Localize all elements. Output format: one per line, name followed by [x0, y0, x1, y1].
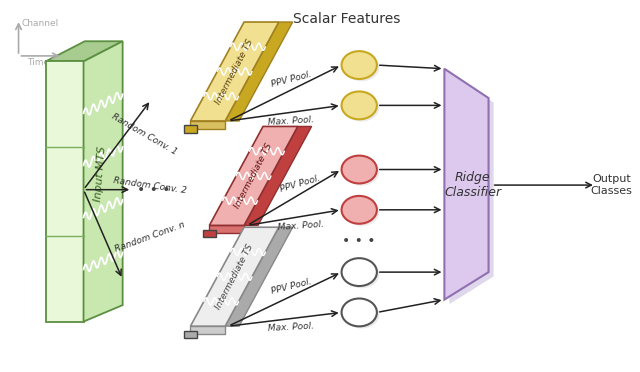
- Text: Channel: Channel: [22, 19, 59, 28]
- Polygon shape: [225, 22, 292, 121]
- Polygon shape: [191, 326, 225, 334]
- Polygon shape: [209, 126, 298, 225]
- Ellipse shape: [344, 94, 380, 122]
- Bar: [184, 125, 196, 133]
- Ellipse shape: [344, 158, 380, 186]
- Text: • • •: • • •: [138, 183, 171, 197]
- Ellipse shape: [344, 53, 380, 81]
- Polygon shape: [191, 227, 279, 326]
- Polygon shape: [225, 227, 292, 326]
- Polygon shape: [191, 121, 225, 129]
- Text: PPV Pool.: PPV Pool.: [280, 173, 322, 194]
- Polygon shape: [444, 69, 488, 299]
- Text: Random Conv. 2: Random Conv. 2: [113, 176, 188, 196]
- Ellipse shape: [344, 260, 380, 288]
- Text: Intermediate TS: Intermediate TS: [233, 142, 274, 210]
- Text: Intermediate TS: Intermediate TS: [214, 37, 255, 106]
- Bar: [203, 230, 216, 237]
- Ellipse shape: [342, 196, 377, 224]
- Ellipse shape: [342, 298, 377, 326]
- Text: • • •: • • •: [342, 234, 376, 248]
- Text: Input MTS: Input MTS: [93, 146, 107, 202]
- Ellipse shape: [342, 258, 377, 286]
- Text: Max. Pool.: Max. Pool.: [277, 219, 324, 232]
- Polygon shape: [209, 225, 244, 234]
- Ellipse shape: [344, 301, 380, 328]
- Ellipse shape: [342, 155, 377, 183]
- Ellipse shape: [342, 92, 377, 119]
- Text: Output
Classes: Output Classes: [591, 174, 632, 196]
- Bar: [184, 331, 196, 338]
- Polygon shape: [191, 22, 279, 121]
- Polygon shape: [449, 73, 493, 304]
- Text: Intermediate TS: Intermediate TS: [214, 243, 255, 311]
- Text: PPV Pool.: PPV Pool.: [270, 277, 312, 295]
- Text: Random Conv. n: Random Conv. n: [113, 221, 186, 254]
- Text: Max. Pool.: Max. Pool.: [268, 321, 314, 333]
- Polygon shape: [45, 61, 84, 321]
- Ellipse shape: [344, 198, 380, 226]
- Text: Max. Pool.: Max. Pool.: [268, 115, 314, 127]
- Text: Time: Time: [27, 58, 49, 67]
- Ellipse shape: [342, 51, 377, 79]
- Text: Scalar Features: Scalar Features: [293, 12, 400, 26]
- Text: Ridge
Classifier: Ridge Classifier: [444, 171, 501, 199]
- Polygon shape: [84, 41, 123, 321]
- Polygon shape: [244, 126, 312, 225]
- Polygon shape: [45, 41, 123, 61]
- Text: Random Conv. 1: Random Conv. 1: [110, 112, 179, 157]
- Text: PPV Pool.: PPV Pool.: [270, 70, 312, 89]
